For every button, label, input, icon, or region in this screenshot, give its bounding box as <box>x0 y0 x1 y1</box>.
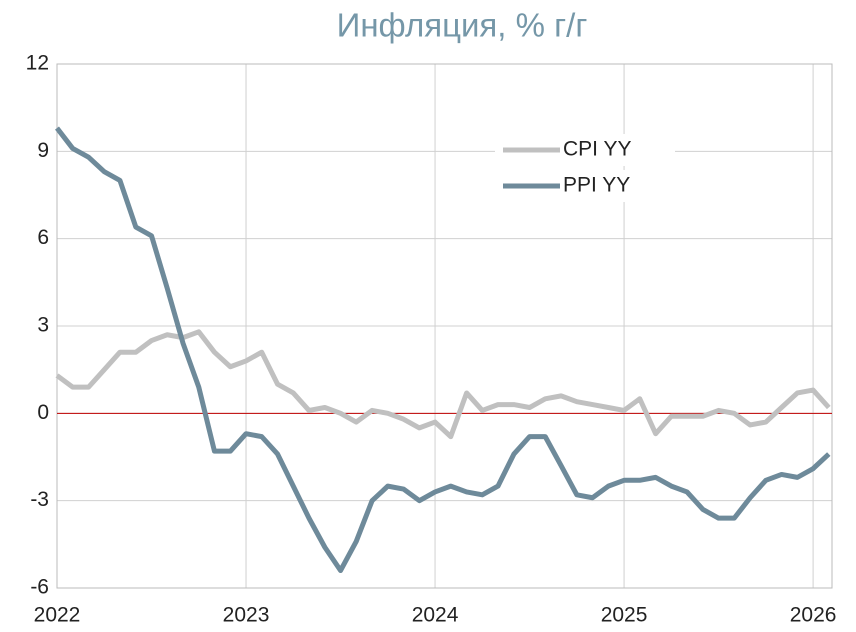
y-tick-label: 6 <box>37 226 49 249</box>
x-tick-label: 2025 <box>601 604 648 627</box>
y-tick-label: 12 <box>26 52 49 75</box>
legend-label: PPI YY <box>563 174 630 197</box>
series-line <box>55 329 831 440</box>
y-tick-label: -6 <box>30 576 49 599</box>
series-line <box>55 126 831 574</box>
y-tick-label: -3 <box>30 488 49 511</box>
y-tick-label: 9 <box>37 139 49 162</box>
x-tick-label: 2023 <box>223 604 270 627</box>
legend-label: CPI YY <box>563 138 631 161</box>
x-tick-label: 2024 <box>412 604 459 627</box>
plot-frame <box>56 63 833 589</box>
y-tick-label: 3 <box>37 314 49 337</box>
x-tick-label: 2022 <box>34 604 81 627</box>
x-tick-label: 2026 <box>790 604 837 627</box>
y-tick-label: 0 <box>37 401 49 424</box>
chart-title: Инфляция, % г/г <box>337 7 588 44</box>
